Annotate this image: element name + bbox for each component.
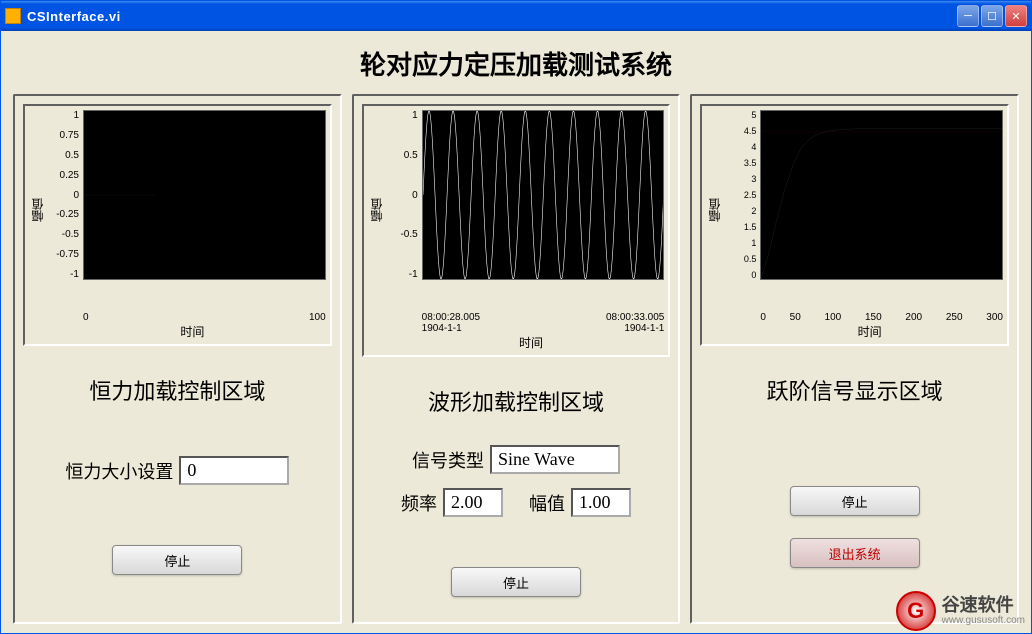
force-label: 恒力大小设置 xyxy=(65,458,173,484)
chart-mid-yaxis: 10.50-0.5-1 xyxy=(384,110,422,280)
amp-label: 幅值 xyxy=(529,490,565,516)
stop-button-right[interactable]: 停止 xyxy=(790,486,920,516)
section-title-right: 跃阶信号显示区域 xyxy=(700,374,1009,406)
chart-right-yaxis: 54.543.532.521.510.50 xyxy=(722,110,760,280)
amp-input[interactable] xyxy=(571,488,631,517)
panels-row: 幅值 10.750.50.250-0.25-0.5-0.75-1 0100 时间… xyxy=(13,94,1019,624)
panel-constant-force: 幅值 10.750.50.250-0.25-0.5-0.75-1 0100 时间… xyxy=(13,94,342,624)
window-controls: ─ ☐ ✕ xyxy=(957,5,1027,27)
watermark-logo-icon: G xyxy=(896,591,936,631)
chart-left-yaxis: 10.750.50.250-0.25-0.5-0.75-1 xyxy=(45,110,83,280)
chart-left-ylabel: 幅值 xyxy=(29,110,45,310)
chart-right-ylabel: 幅值 xyxy=(706,110,722,310)
panel-waveform: 幅值 10.50-0.5-1 08:00:28.0051904-1-108:00… xyxy=(352,94,681,624)
chart-mid-xaxis: 08:00:28.0051904-1-108:00:33.0051904-1-1 xyxy=(422,310,665,334)
freq-amp-row: 频率 幅值 xyxy=(362,488,671,517)
chart-left-plot xyxy=(83,110,326,280)
watermark-en: www.gususoft.com xyxy=(942,615,1025,626)
chart-left-xaxis: 0100 xyxy=(83,310,326,323)
app-window: CSInterface.vi ─ ☐ ✕ 轮对应力定压加载测试系统 幅值 10.… xyxy=(0,0,1032,634)
chart-right-plot xyxy=(760,110,1003,280)
close-button[interactable]: ✕ xyxy=(1005,5,1027,27)
watermark: G 谷速软件 www.gususoft.com xyxy=(896,591,1025,631)
force-field-row: 恒力大小设置 xyxy=(23,456,332,485)
chart-left-frame: 幅值 10.750.50.250-0.25-0.5-0.75-1 0100 时间 xyxy=(23,104,332,346)
chart-mid-ylabel: 幅值 xyxy=(368,110,384,310)
signal-type-label: 信号类型 xyxy=(412,447,484,473)
titlebar[interactable]: CSInterface.vi ─ ☐ ✕ xyxy=(1,1,1031,31)
minimize-button[interactable]: ─ xyxy=(957,5,979,27)
watermark-cn: 谷速软件 xyxy=(942,596,1025,616)
stop-button-mid[interactable]: 停止 xyxy=(451,567,581,597)
signal-type-row: 信号类型 xyxy=(362,445,671,474)
stop-button-left[interactable]: 停止 xyxy=(112,545,242,575)
chart-mid-plot xyxy=(422,110,665,280)
maximize-button[interactable]: ☐ xyxy=(981,5,1003,27)
chart-right-frame: 幅值 54.543.532.521.510.50 050100150200250… xyxy=(700,104,1009,346)
freq-input[interactable] xyxy=(443,488,503,517)
signal-type-input[interactable] xyxy=(490,445,620,474)
app-icon xyxy=(5,8,21,24)
panel-step: 幅值 54.543.532.521.510.50 050100150200250… xyxy=(690,94,1019,624)
chart-left-xlabel: 时间 xyxy=(59,323,326,340)
window-title: CSInterface.vi xyxy=(27,9,957,24)
section-title-mid: 波形加载控制区域 xyxy=(362,385,671,417)
exit-button[interactable]: 退出系统 xyxy=(790,538,920,568)
chart-right-xaxis: 050100150200250300 xyxy=(760,310,1003,323)
force-input[interactable] xyxy=(179,456,289,485)
freq-label: 频率 xyxy=(401,490,437,516)
section-title-left: 恒力加载控制区域 xyxy=(23,374,332,406)
client-area: 轮对应力定压加载测试系统 幅值 10.750.50.250-0.25-0.5-0… xyxy=(1,31,1031,633)
chart-right-xlabel: 时间 xyxy=(736,323,1003,340)
chart-mid-xlabel: 时间 xyxy=(398,334,665,351)
chart-mid-frame: 幅值 10.50-0.5-1 08:00:28.0051904-1-108:00… xyxy=(362,104,671,357)
main-title: 轮对应力定压加载测试系统 xyxy=(13,45,1019,82)
